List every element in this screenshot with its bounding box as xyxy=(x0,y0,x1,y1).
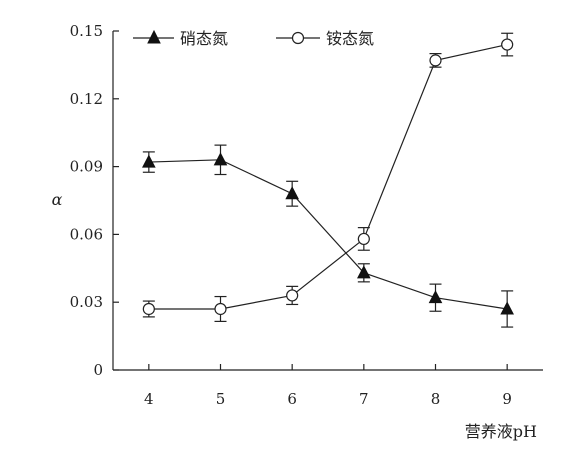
legend-item-nitrate: 硝态氮 xyxy=(133,29,228,48)
legend-label-nitrate: 硝态氮 xyxy=(180,29,228,48)
data-point-nitrate xyxy=(285,186,299,200)
data-point-nitrate xyxy=(428,290,443,304)
x-tick-label: 5 xyxy=(216,390,226,408)
y-tick-label: 0.15 xyxy=(70,22,103,40)
legend-label-ammonium: 铵态氮 xyxy=(326,29,374,48)
series-line-ammonium xyxy=(148,43,508,310)
x-axis-title: 营养液pH xyxy=(465,422,537,441)
y-tick-label: 0.12 xyxy=(70,90,103,108)
x-tick-label: 9 xyxy=(502,390,512,408)
data-point-nitrate xyxy=(500,301,514,315)
legend-marker-nitrate xyxy=(147,29,161,44)
legend-item-ammonium: 铵态氮 xyxy=(276,29,374,48)
x-tick-label: 4 xyxy=(144,390,154,408)
series-line-nitrate xyxy=(148,159,508,310)
data-point-nitrate xyxy=(142,154,156,168)
data-point-ammonium xyxy=(357,232,370,246)
data-point-ammonium xyxy=(501,38,514,51)
data-point-nitrate xyxy=(357,265,371,279)
legend-marker-ammonium xyxy=(291,31,305,45)
x-tick-label: 6 xyxy=(287,390,297,408)
y-tick-label: 0.09 xyxy=(70,158,103,176)
data-point-nitrate xyxy=(213,152,228,166)
y-tick-label: 0.03 xyxy=(70,293,103,311)
legend: 硝态氮 铵态氮 xyxy=(133,29,374,48)
data-point-ammonium xyxy=(429,54,442,67)
y-tick-label: 0.06 xyxy=(70,225,103,243)
data-point-ammonium xyxy=(142,302,155,316)
x-tick-label: 8 xyxy=(431,390,441,408)
y-tick-label: 0 xyxy=(93,361,103,379)
data-point-ammonium xyxy=(286,289,299,302)
data-point-ammonium xyxy=(214,302,227,316)
x-tick-label: 7 xyxy=(359,390,369,408)
y-axis-title: α xyxy=(52,190,63,209)
